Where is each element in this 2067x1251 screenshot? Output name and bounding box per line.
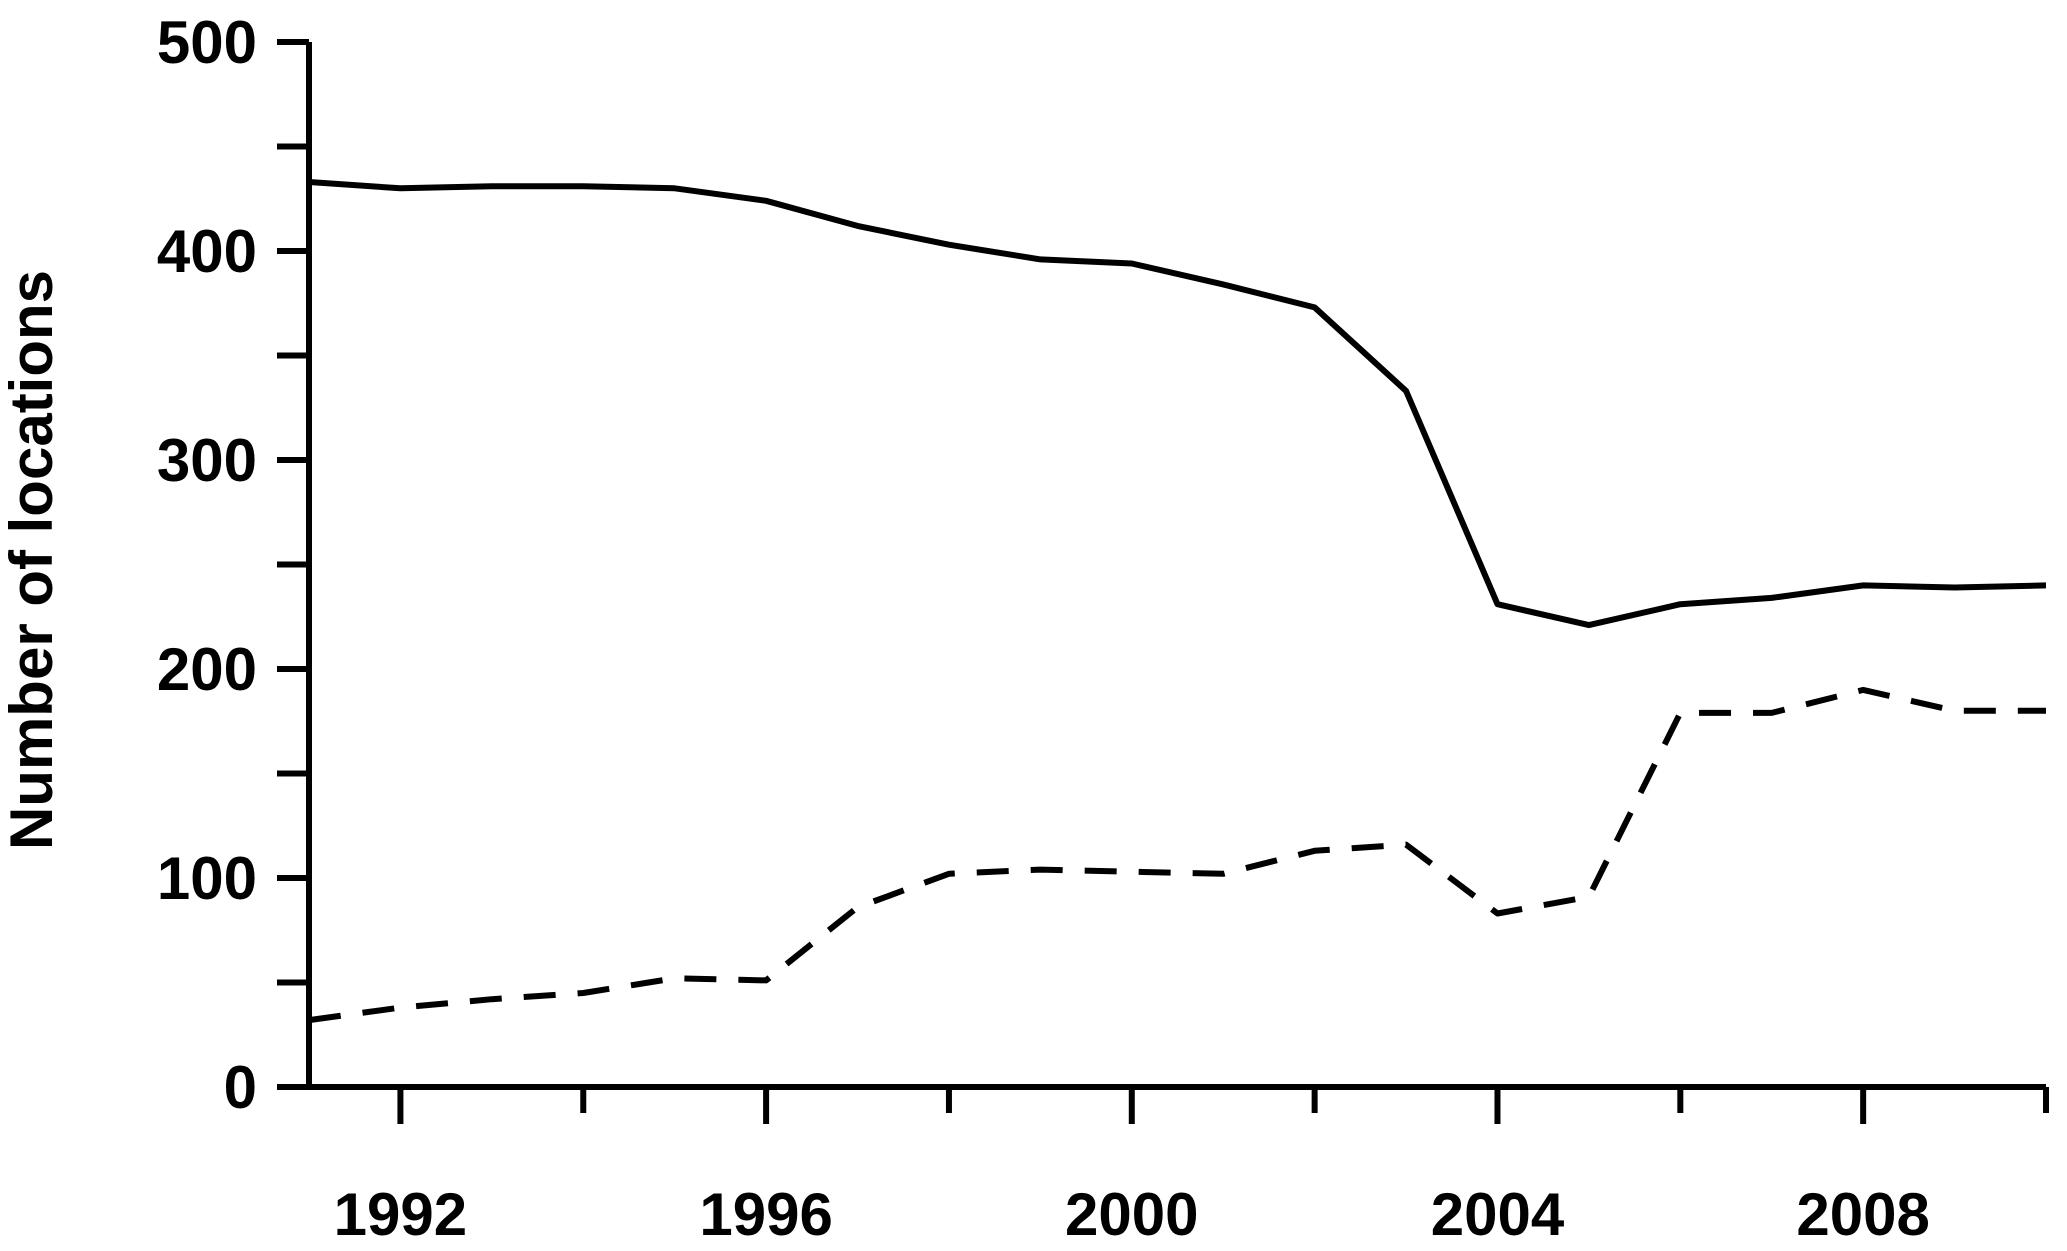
y-tick-label: 300: [157, 427, 257, 494]
y-tick-label: 0: [224, 1054, 257, 1121]
plot-area: 0 100 200 300 400 500 1992 1996 2000 2004 2008: [157, 9, 2049, 1248]
y-tick-label: 400: [157, 218, 257, 285]
x-tick-label: 2000: [1065, 1181, 1198, 1248]
y-axis-label: Number of locations: [0, 270, 65, 850]
x-tick-label: 1992: [334, 1181, 467, 1248]
y-tick-label: 200: [157, 636, 257, 703]
solid-series-line: [308, 179, 2047, 629]
dashed-series-line: [308, 686, 2046, 1024]
y-tick-label: 500: [157, 9, 257, 76]
y-tick-label: 100: [157, 845, 257, 912]
x-tick-label: 1996: [699, 1181, 832, 1248]
x-tick-label: 2008: [1796, 1181, 1929, 1248]
x-tick-label: 2004: [1431, 1181, 1565, 1248]
